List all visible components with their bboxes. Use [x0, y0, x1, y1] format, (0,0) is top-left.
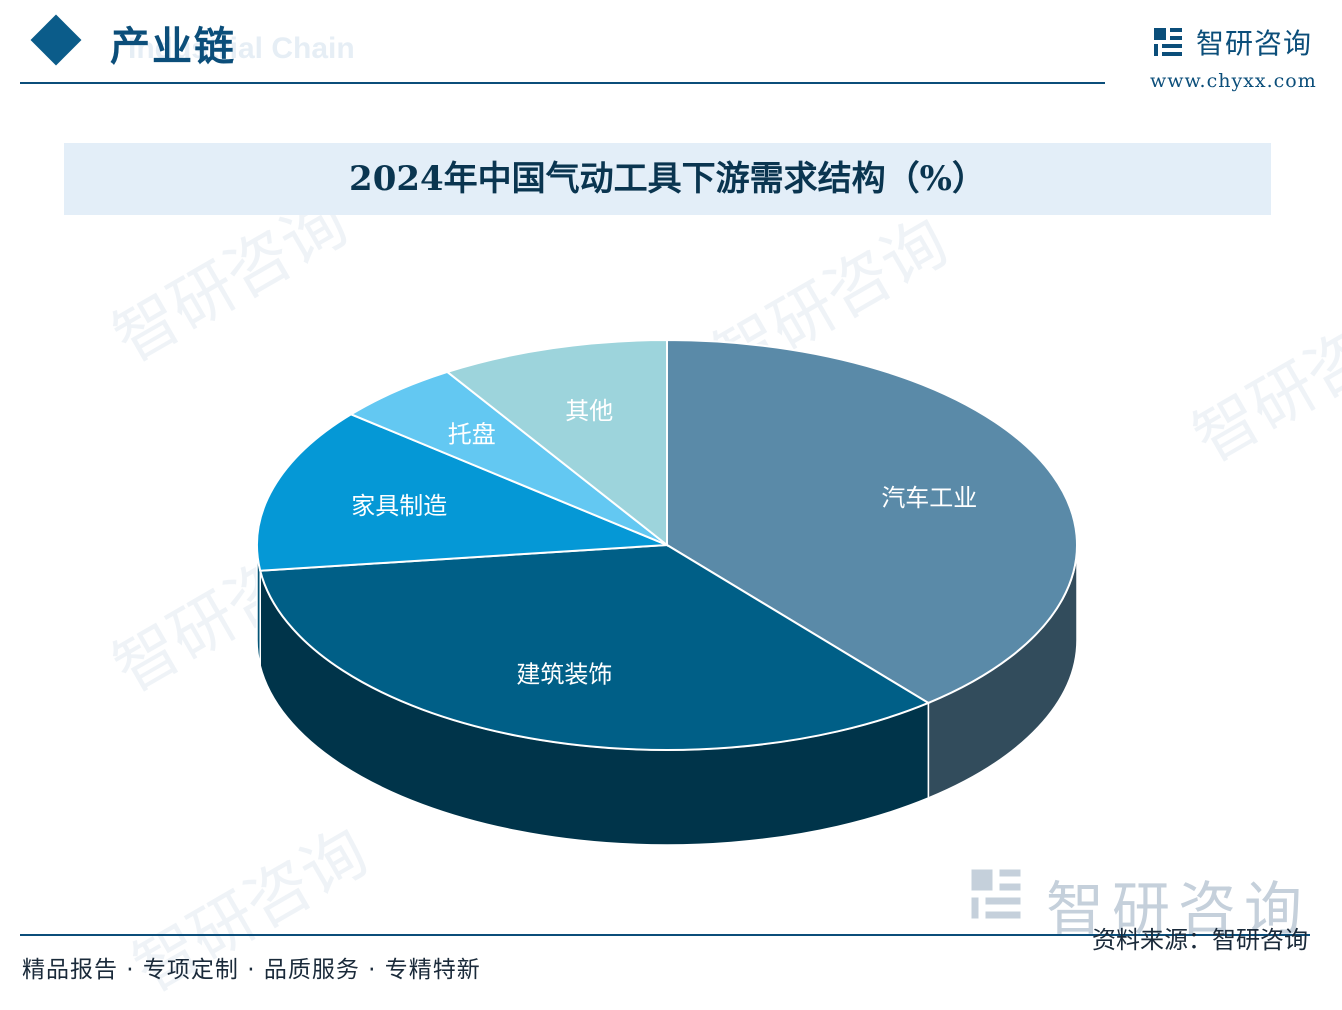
pie-label-2: 家具制造: [351, 492, 447, 520]
pie-label-4: 其他: [565, 397, 613, 425]
chart-title-band: [64, 143, 1271, 215]
watermark-logo-icon: [971, 869, 1021, 919]
footer-tagline: 精品报告 · 专项定制 · 品质服务 · 专精特新: [22, 957, 481, 983]
header-divider: [20, 82, 1105, 84]
brand-logo-icon: [1154, 28, 1182, 56]
chart-title: 2024年中国气动工具下游需求结构（%）: [349, 159, 986, 199]
pie-label-1: 建筑装饰: [516, 661, 612, 689]
pie-slice-1: [258, 543, 931, 751]
pie-slice-4: [445, 338, 668, 548]
source-note: 资料来源：智研咨询: [1092, 926, 1308, 954]
footer-divider: [20, 934, 1310, 936]
pie-slice-0: [666, 338, 1078, 705]
pie-label-3: 托盘: [448, 420, 496, 448]
section-title: 产业链: [110, 24, 236, 70]
pie-label-0: 汽车工业: [881, 484, 977, 512]
watermark-brand: 智研咨询: [1046, 875, 1311, 943]
pie-slice-2: [256, 413, 668, 572]
brand-url: www.chyxx.com: [1150, 70, 1317, 92]
brand-name: 智研咨询: [1196, 27, 1313, 60]
